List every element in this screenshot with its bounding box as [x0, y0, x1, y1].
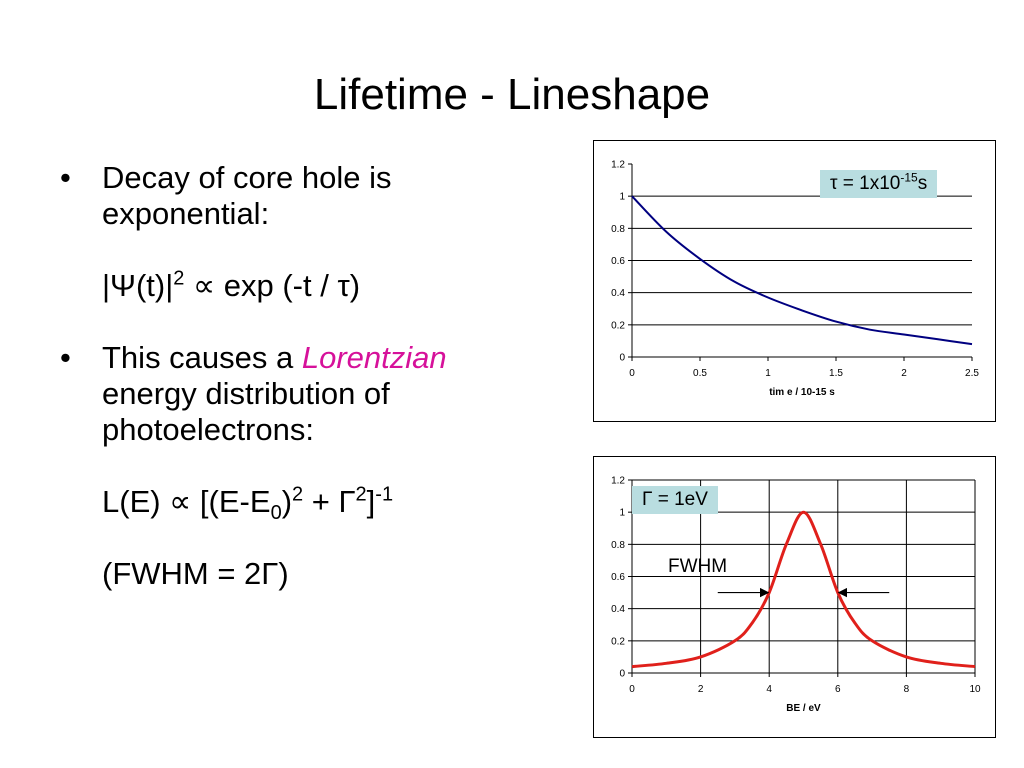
bullet-dot: • — [60, 160, 71, 195]
decay-chart: 0 0.2 0.4 0.6 0.8 1 1.2 0 0.5 1 1.5 2 2.5 tim e / 10-… — [611, 160, 979, 399]
gamma-label-box: Γ = 1eV — [632, 486, 718, 514]
y-tick-label: 0.6 — [611, 256, 625, 267]
bullet-list: • Decay of core hole is exponential: |Ψ(… — [60, 160, 560, 592]
x-tick-label: 6 — [835, 684, 841, 695]
bullet-text-line: Decay of core hole is — [102, 160, 392, 195]
x-tick-label: 0 — [629, 684, 635, 695]
bullet-dot: • — [60, 340, 71, 375]
bullet-lorentzian: • This causes a Lorentzian energy distri… — [60, 340, 560, 592]
bullet-decay: • Decay of core hole is exponential: |Ψ(… — [60, 160, 560, 304]
decay-formula: |Ψ(t)|2 ∝ exp (-t / τ) — [102, 267, 361, 303]
y-tick-label: 0.2 — [611, 320, 625, 331]
x-tick-label: 2 — [698, 684, 704, 695]
bullet-text-line: This causes a Lorentzian — [102, 340, 447, 375]
x-tick-label: 0.5 — [693, 368, 707, 379]
x-axis-label: BE / eV — [786, 703, 821, 714]
y-tick-label: 1 — [619, 192, 625, 203]
bullet-text-line: photoelectrons: — [102, 412, 314, 447]
y-tick-label: 0.4 — [611, 604, 625, 615]
y-tick-label: 0 — [619, 353, 625, 364]
bullet-text-line: exponential: — [102, 196, 270, 231]
fwhm-formula: (FWHM = 2Γ) — [102, 556, 289, 591]
x-tick-label: 4 — [766, 684, 772, 695]
y-tick-label: 0.8 — [611, 540, 625, 551]
x-tick-label: 1.5 — [829, 368, 843, 379]
y-tick-label: 0.6 — [611, 572, 625, 583]
y-tick-label: 0.2 — [611, 636, 625, 647]
x-tick-label: 10 — [969, 684, 981, 695]
y-tick-label: 1 — [619, 508, 625, 519]
series-line — [631, 510, 976, 669]
y-tick-label: 0.4 — [611, 288, 625, 299]
x-axis-label: tim e / 10-15 s — [769, 387, 835, 398]
x-tick-label: 0 — [629, 368, 635, 379]
y-tick-label: 1.2 — [611, 476, 625, 487]
fwhm-label: FWHM — [668, 556, 728, 577]
y-tick-label: 1.2 — [611, 160, 625, 171]
slide-title: Lifetime - Lineshape — [313, 70, 711, 119]
bullet-text-line: energy distribution of — [102, 376, 390, 411]
y-tick-label: 0 — [619, 669, 625, 680]
lorentz-formula: L(E) ∝ [(E-E0)2 + Γ2]-1 — [102, 483, 394, 525]
x-tick-label: 8 — [904, 684, 910, 695]
lorentzian-highlight: Lorentzian — [301, 340, 447, 375]
x-tick-label: 2.5 — [965, 368, 979, 379]
x-tick-label: 1 — [765, 368, 771, 379]
x-tick-label: 2 — [901, 368, 907, 379]
tau-label-box: τ = 1x10-15s — [820, 170, 938, 198]
series-line — [631, 195, 973, 346]
lorentzian-chart: 0 0.2 0.4 0.6 0.8 1 1.2 0 2 4 6 8 10 BE / eV — [611, 476, 981, 715]
y-tick-label: 0.8 — [611, 224, 625, 235]
